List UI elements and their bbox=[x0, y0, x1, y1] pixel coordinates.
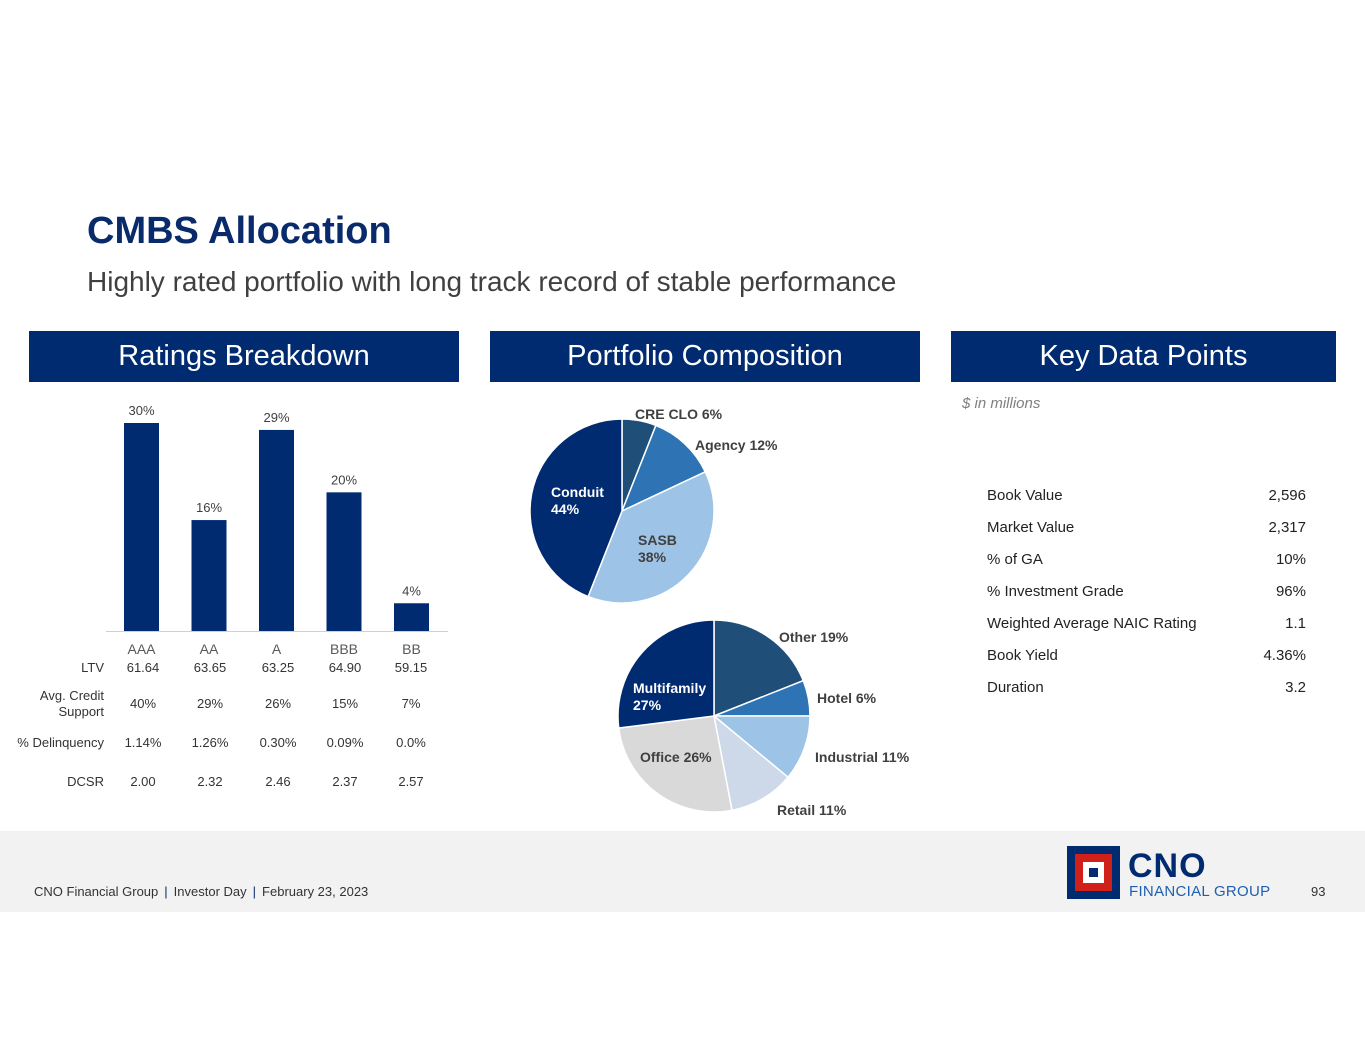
metric-value: 15% bbox=[331, 696, 359, 711]
metric-label: DCSR bbox=[67, 774, 104, 789]
pie-slice-industrial bbox=[711, 715, 811, 779]
key-data-label: Book Yield bbox=[987, 647, 1058, 664]
footer-separator: | bbox=[164, 884, 168, 899]
bar-aaa bbox=[124, 423, 159, 631]
metric-label: % Delinquency bbox=[17, 735, 104, 750]
pie-label: Multifamily 27% bbox=[633, 680, 706, 713]
metric-value: 2.32 bbox=[197, 774, 223, 789]
ratings-bar-chart: 30% AAA 16% AA 29% A 20% BBB 4% BB bbox=[106, 403, 448, 657]
metric-value: 64.90 bbox=[328, 660, 362, 675]
pie-label: Office 26% bbox=[640, 749, 712, 765]
key-data-value: 96% bbox=[1275, 583, 1306, 600]
metric-value: 40% bbox=[129, 696, 157, 711]
pie-label: Conduit 44% bbox=[551, 484, 604, 517]
metric-value: 63.65 bbox=[193, 660, 227, 675]
key-data-label: Book Value bbox=[987, 487, 1063, 504]
key-data-value: 3.2 bbox=[1285, 679, 1306, 696]
key-data-label: Market Value bbox=[987, 519, 1075, 536]
bar-aa bbox=[191, 520, 227, 631]
pie-label: SASB 38% bbox=[638, 532, 677, 565]
pie-slice-conduit bbox=[529, 418, 623, 598]
metric-value: 1.14% bbox=[124, 735, 162, 750]
key-data-panel-header: Key Data Points bbox=[951, 331, 1336, 382]
logo-mark-icon bbox=[1067, 846, 1120, 899]
bar-a bbox=[259, 429, 294, 631]
key-data-value: 10% bbox=[1275, 551, 1306, 568]
footer-text: CNO Financial Group | Investor Day | Februar… bbox=[34, 884, 368, 899]
key-data-label: Weighted Average NAIC Rating bbox=[987, 615, 1197, 632]
pie-slice-agency bbox=[620, 424, 707, 513]
footer-date: February 23, 2023 bbox=[262, 884, 369, 899]
metric-value: 2.46 bbox=[265, 774, 291, 789]
key-data-value: 1.1 bbox=[1285, 615, 1306, 632]
page-title: CMBS Allocation bbox=[87, 210, 392, 252]
metric-value: 2.57 bbox=[398, 774, 424, 789]
metric-value: 1.26% bbox=[191, 735, 229, 750]
page-subtitle: Highly rated portfolio with long track r… bbox=[87, 266, 897, 297]
pie-label: Hotel 6% bbox=[817, 690, 877, 706]
key-data-label: % of GA bbox=[987, 551, 1043, 568]
metric-value: 59.15 bbox=[394, 660, 428, 675]
metric-value: 0.30% bbox=[259, 735, 297, 750]
bar-data-label: 20% bbox=[331, 472, 357, 487]
bar-data-label: 30% bbox=[128, 403, 154, 418]
page-number: 93 bbox=[1311, 884, 1326, 899]
pie-label: Other 19% bbox=[779, 629, 849, 645]
pie-slice-office bbox=[617, 715, 733, 813]
metric-value: 26% bbox=[264, 696, 292, 711]
metric-value: 7% bbox=[401, 696, 421, 711]
units-note: $ in millions bbox=[962, 395, 1041, 412]
bar-bb bbox=[394, 603, 429, 631]
pie-label: Retail 11% bbox=[777, 802, 847, 818]
cno-logo: CNO FINANCIAL GROUP bbox=[1067, 846, 1282, 900]
key-data-value: 2,317 bbox=[1268, 519, 1306, 536]
ratings-panel-header: Ratings Breakdown bbox=[29, 331, 459, 382]
metric-value: 63.25 bbox=[261, 660, 295, 675]
key-data-label: % Investment Grade bbox=[987, 583, 1124, 600]
pie-label: Agency 12% bbox=[695, 437, 778, 453]
metric-value: 61.64 bbox=[126, 660, 160, 675]
metric-value: 29% bbox=[196, 696, 224, 711]
x-tick-label: BB bbox=[402, 641, 421, 657]
pie-slice-multifamily bbox=[617, 619, 715, 729]
pie-label: CRE CLO 6% bbox=[635, 406, 723, 422]
pie-label: Industrial 11% bbox=[815, 749, 910, 765]
pie-slice-sasb bbox=[587, 470, 715, 604]
key-data-label: Duration bbox=[987, 679, 1044, 696]
x-tick-label: AAA bbox=[127, 641, 156, 657]
logo-subtitle: FINANCIAL GROUP bbox=[1129, 883, 1271, 900]
footer-event: Investor Day bbox=[173, 884, 247, 899]
pie-slice-retail bbox=[712, 714, 790, 812]
footer-separator: | bbox=[252, 884, 257, 899]
x-tick-label: A bbox=[272, 641, 282, 657]
property-type-pie-chart: CRE CLO 6% Agency 12% SASB 38% Conduit 44% bbox=[529, 406, 778, 604]
metric-value: 2.00 bbox=[130, 774, 156, 789]
metric-value: 0.0% bbox=[396, 735, 426, 750]
sector-pie-chart: Other 19% Hotel 6% Industrial 11% Retail 11… bbox=[617, 619, 910, 818]
x-tick-label: AA bbox=[200, 641, 219, 657]
composition-panel-header: Portfolio Composition bbox=[490, 331, 920, 382]
bar-data-label: 29% bbox=[263, 410, 289, 425]
bar-data-label: 16% bbox=[196, 500, 222, 515]
bar-data-label: 4% bbox=[402, 583, 421, 598]
metric-label: Avg. Credit Support bbox=[39, 688, 104, 719]
pie-slice-other bbox=[713, 619, 805, 718]
footer-company: CNO Financial Group bbox=[34, 884, 159, 899]
key-data-value: 2,596 bbox=[1268, 487, 1306, 504]
x-tick-label: BBB bbox=[330, 641, 358, 657]
footer-band bbox=[0, 831, 1365, 912]
metric-value: 0.09% bbox=[326, 735, 364, 750]
logo-wordmark: CNO bbox=[1128, 847, 1207, 885]
metric-value: 2.37 bbox=[332, 774, 358, 789]
bar-bbb bbox=[326, 492, 362, 631]
key-data-value: 4.36% bbox=[1263, 647, 1306, 664]
metric-label: LTV bbox=[81, 660, 104, 675]
